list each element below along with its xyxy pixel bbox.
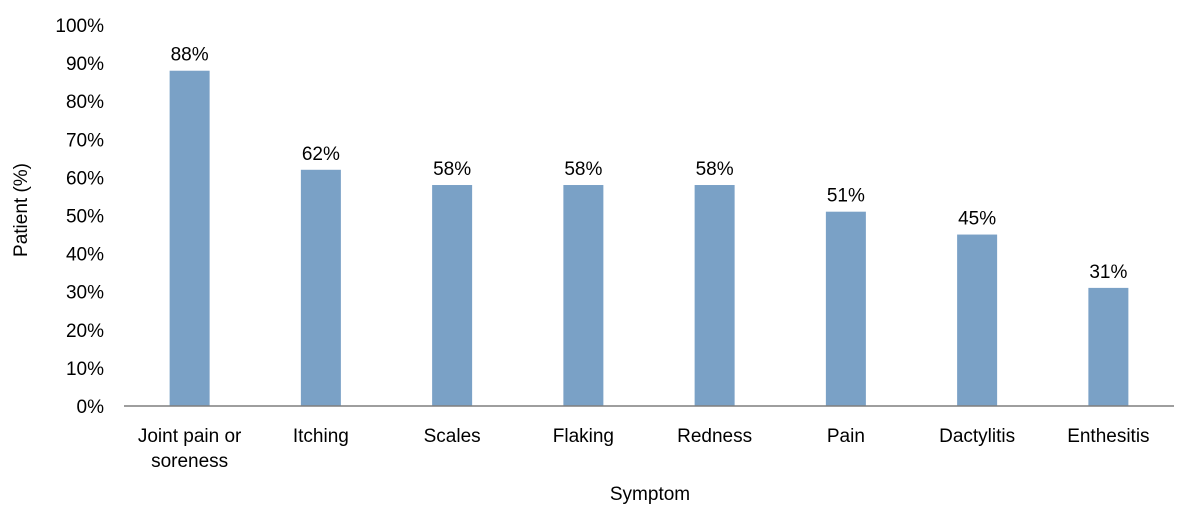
y-tick-label: 40% (66, 245, 104, 266)
x-tick-label: Enthesitis (1067, 426, 1149, 447)
bar-value-label: 58% (564, 159, 602, 180)
x-tick-label: Redness (677, 426, 752, 447)
x-axis-title: Symptom (610, 484, 690, 505)
x-tick-label: Joint pain or (138, 426, 242, 447)
bar (1088, 287, 1129, 406)
bar-value-label: 88% (171, 45, 209, 66)
y-tick-label: 20% (66, 321, 104, 342)
x-tick-label: soreness (151, 451, 228, 472)
y-tick-label: 80% (66, 92, 104, 113)
bar (432, 185, 473, 406)
bar (300, 169, 341, 406)
bar-value-label: 45% (958, 209, 996, 230)
bar (169, 70, 210, 406)
x-tick-label: Pain (827, 426, 865, 447)
bar (825, 211, 866, 406)
y-tick-label: 30% (66, 283, 104, 304)
y-axis-title: Patient (%) (11, 163, 32, 257)
y-tick-label: 90% (66, 54, 104, 75)
y-axis-ticks: 0% 10% 20% 30% 40% 50% 60% 70% 80% 90% 100% (55, 16, 104, 418)
bar-value-label: 58% (696, 159, 734, 180)
x-tick-label: Scales (424, 426, 481, 447)
x-tick-label: Flaking (553, 426, 614, 447)
y-tick-label: 50% (66, 207, 104, 228)
y-tick-label: 70% (66, 130, 104, 151)
x-axis-tick-labels: Joint pain or soreness Itching Scales Flakin… (138, 426, 1150, 472)
y-tick-label: 60% (66, 168, 104, 189)
bar (957, 234, 998, 406)
bar-value-label: 51% (827, 186, 865, 207)
bar-value-label: 58% (433, 159, 471, 180)
bar (694, 185, 735, 406)
y-tick-label: 10% (66, 359, 104, 380)
x-tick-label: Itching (293, 426, 349, 447)
bar (563, 185, 604, 406)
x-tick-label: Dactylitis (939, 426, 1015, 447)
y-tick-label: 0% (77, 397, 105, 418)
bar-value-label: 62% (302, 144, 340, 165)
y-tick-label: 100% (55, 16, 104, 37)
bar-value-label: 31% (1089, 262, 1127, 283)
bars-group (169, 70, 1129, 406)
data-labels-group: 88% 62% 58% 58% 58% 51% 45% 31% (171, 45, 1128, 283)
